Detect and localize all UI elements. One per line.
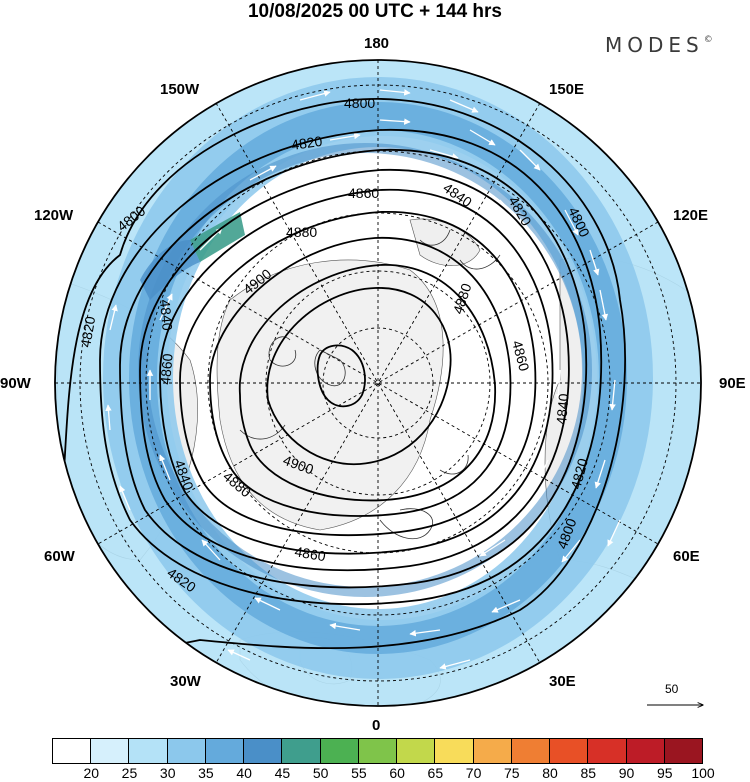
colorbar xyxy=(52,738,703,764)
contour-label: 4840 xyxy=(157,299,176,332)
colorbar-label: 60 xyxy=(389,765,405,781)
lon-label-30w: 30W xyxy=(170,673,201,690)
colorbar-swatch xyxy=(510,738,551,764)
colorbar-swatch xyxy=(281,738,321,764)
contour-label: 4820 xyxy=(290,133,323,153)
contour-label: 4820 xyxy=(77,315,98,349)
colorbar-swatch xyxy=(625,738,665,764)
map-title: 10/08/2025 00 UTC + 144 hrs xyxy=(247,1,503,22)
colorbar-swatch xyxy=(128,738,168,764)
colorbar-label: 100 xyxy=(691,765,715,781)
lon-label-150e: 150E xyxy=(549,81,585,98)
brand-mark: © xyxy=(703,35,713,45)
vector-reference-value: 50 xyxy=(665,682,679,696)
contour-4820 xyxy=(99,129,603,606)
colorbar-swatch xyxy=(396,738,436,764)
colorbar-swatch xyxy=(663,738,703,764)
contour-label: 4860 xyxy=(157,353,176,386)
colorbar-swatch xyxy=(204,738,245,764)
colorbar-label: 35 xyxy=(198,765,214,781)
colorbar-label: 80 xyxy=(542,765,558,781)
contour-label: 4860 xyxy=(509,339,533,373)
colorbar-label: 95 xyxy=(656,765,673,781)
lon-label-60w: 60W xyxy=(44,548,75,565)
height-contours xyxy=(59,98,626,655)
lon-label-90e: 90E xyxy=(719,375,746,392)
colorbar-label: 45 xyxy=(274,765,291,781)
lon-label-30e: 30E xyxy=(549,673,576,690)
contour-label: 4820 xyxy=(567,456,591,490)
colorbar-label: 50 xyxy=(312,765,329,781)
colorbar-label: 30 xyxy=(159,765,176,781)
lon-label-0: 0 xyxy=(372,717,381,734)
colorbar-swatch xyxy=(319,738,359,764)
colorbar-swatch xyxy=(90,738,130,764)
colorbar-label: 90 xyxy=(618,765,635,781)
lon-label-180: 180 xyxy=(364,35,390,52)
colorbar-labels: 20 25 30 35 40 45 50 55 60 65 70 75 80 85 90 95 100 xyxy=(53,765,714,782)
colorbar-label: 75 xyxy=(504,765,520,781)
contour-4840 xyxy=(139,169,570,572)
brand-name: MODES xyxy=(605,33,704,57)
colorbar-swatch xyxy=(434,738,474,764)
contour-4800 xyxy=(59,98,626,655)
colorbar-label: 65 xyxy=(427,765,444,781)
contour-label: 4800 xyxy=(344,95,375,111)
vector-reference: 50 xyxy=(645,682,705,712)
contour-label: 4860 xyxy=(293,543,327,564)
colorbar-label: 40 xyxy=(236,765,252,781)
colorbar-label: 70 xyxy=(465,765,482,781)
contour-4900 xyxy=(266,287,452,466)
lon-label-120w: 120W xyxy=(34,207,74,224)
map-field xyxy=(55,60,701,706)
colorbar-swatch xyxy=(357,738,398,764)
lon-label-120e: 120E xyxy=(673,207,709,224)
contour-label: 4840 xyxy=(553,393,572,426)
colorbar-label: 20 xyxy=(83,765,100,781)
lon-label-150w: 150W xyxy=(160,81,200,98)
lon-label-90w: 90W xyxy=(0,375,31,392)
lon-label-60e: 60E xyxy=(673,548,700,565)
colorbar-swatch xyxy=(166,738,206,764)
colorbar-label: 25 xyxy=(121,765,138,781)
colorbar-swatch xyxy=(549,738,589,764)
colorbar-swatch xyxy=(52,738,92,764)
contour-label: 4880 xyxy=(286,224,317,240)
contour-4860 xyxy=(179,211,537,536)
wind-vectors xyxy=(105,89,621,670)
map-boundary xyxy=(54,59,702,707)
colorbar-swatch xyxy=(243,738,283,764)
colorbar-swatch xyxy=(472,738,512,764)
colorbar-label: 55 xyxy=(351,765,367,781)
contour-label: 4860 xyxy=(348,185,379,201)
contour-4880 xyxy=(209,237,512,517)
colorbar-swatch xyxy=(587,738,627,764)
colorbar-label: 85 xyxy=(580,765,597,781)
brand-logo: MODES© xyxy=(605,33,713,57)
